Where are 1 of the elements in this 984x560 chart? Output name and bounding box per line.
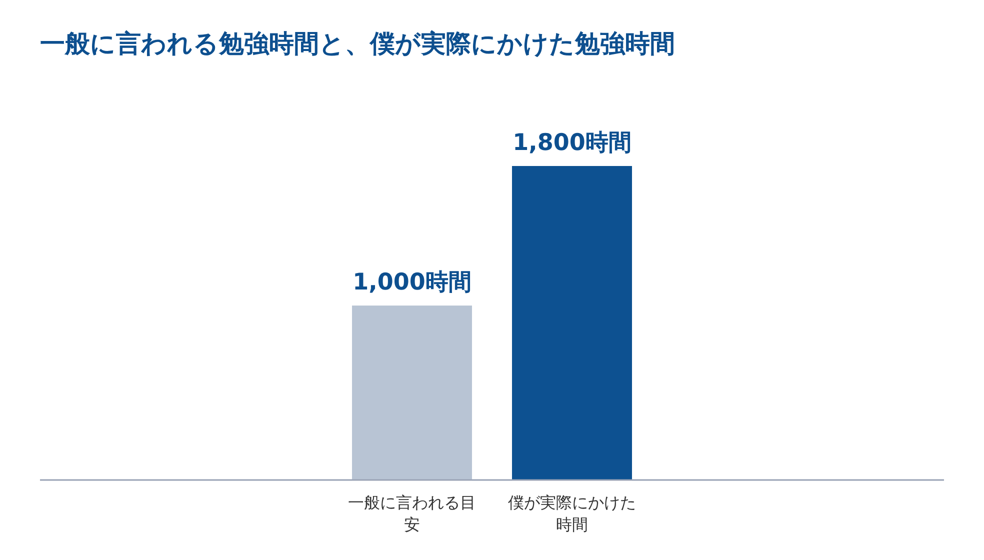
title: 一般に言われる勉強時間と、僕が実際にかけた勉強時間 (40, 29, 675, 58)
